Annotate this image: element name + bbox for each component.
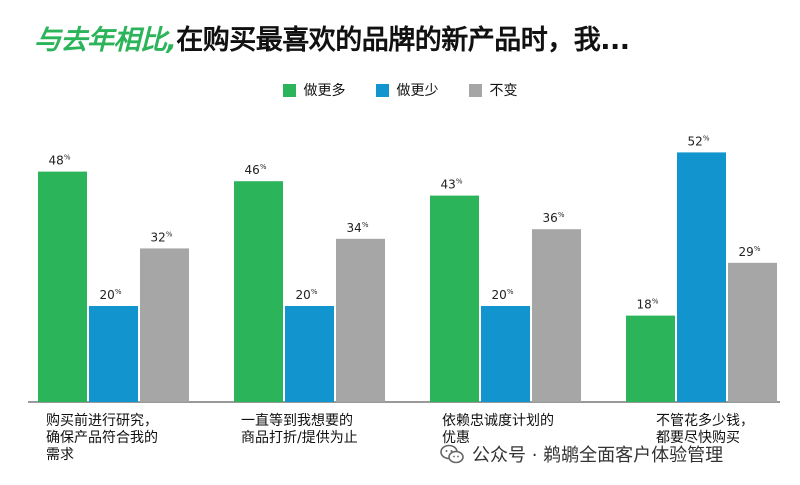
chart-title: 与去年相比,在购买最喜欢的品牌的新产品时，我... <box>34 18 630 57</box>
legend-swatch-less <box>375 83 389 97</box>
bar-1-0 <box>234 181 283 402</box>
legend-label-more: 做更多 <box>303 83 346 99</box>
data-label-0-0: 48% <box>49 154 71 168</box>
category-label-loyalty: 依赖忠诚度计划的 优惠 <box>442 413 554 446</box>
bar-1-2 <box>336 238 385 402</box>
bar-0-0 <box>38 171 87 402</box>
category-label-research: 购买前进行研究， 确保产品符合我的 需求 <box>46 413 158 463</box>
data-label-0-2: 32% <box>151 230 173 244</box>
wechat-icon <box>440 444 464 464</box>
bar-2-0 <box>430 195 479 402</box>
data-label-3-0: 18% <box>637 298 659 312</box>
data-label-3-2: 29% <box>739 245 761 259</box>
bar-3-0 <box>626 315 675 402</box>
bar-0-2 <box>140 248 189 402</box>
data-label-0-1: 20% <box>100 288 122 302</box>
legend-swatch-more <box>282 83 296 97</box>
data-label-1-0: 46% <box>245 163 267 177</box>
data-label-2-1: 20% <box>492 288 514 302</box>
legend-item-same: 不变 <box>468 80 518 100</box>
legend-swatch-same <box>468 83 482 97</box>
bar-0-1 <box>89 306 138 402</box>
category-label-buy-asap: 不管花多少钱， 都要尽快购买 <box>656 413 754 446</box>
legend-item-more: 做更多 <box>282 80 346 100</box>
watermark: 公众号 · 鹈鹕全面客户体验管理 <box>440 441 723 467</box>
legend-label-same: 不变 <box>489 83 518 99</box>
bar-1-1 <box>285 306 334 402</box>
category-label-wait-discount: 一直等到我想要的 商品打折/提供为止 <box>241 413 358 446</box>
watermark-text: 公众号 · 鹈鹕全面客户体验管理 <box>472 445 724 466</box>
data-label-2-2: 36% <box>543 211 565 225</box>
legend-item-less: 做更少 <box>375 80 439 100</box>
title-main: 在购买最喜欢的品牌的新产品时，我... <box>176 25 630 56</box>
bar-3-1 <box>677 152 726 402</box>
bar-2-2 <box>532 229 581 402</box>
data-label-3-1: 52% <box>688 134 710 148</box>
data-label-2-0: 43% <box>441 178 463 192</box>
legend-label-less: 做更少 <box>396 83 439 99</box>
bar-3-2 <box>728 262 777 402</box>
data-label-1-1: 20% <box>296 288 318 302</box>
bar-2-1 <box>481 306 530 402</box>
legend: 做更多 做更少 不变 <box>0 80 800 100</box>
title-accent: 与去年相比, <box>34 25 177 56</box>
data-label-1-2: 34% <box>347 221 369 235</box>
